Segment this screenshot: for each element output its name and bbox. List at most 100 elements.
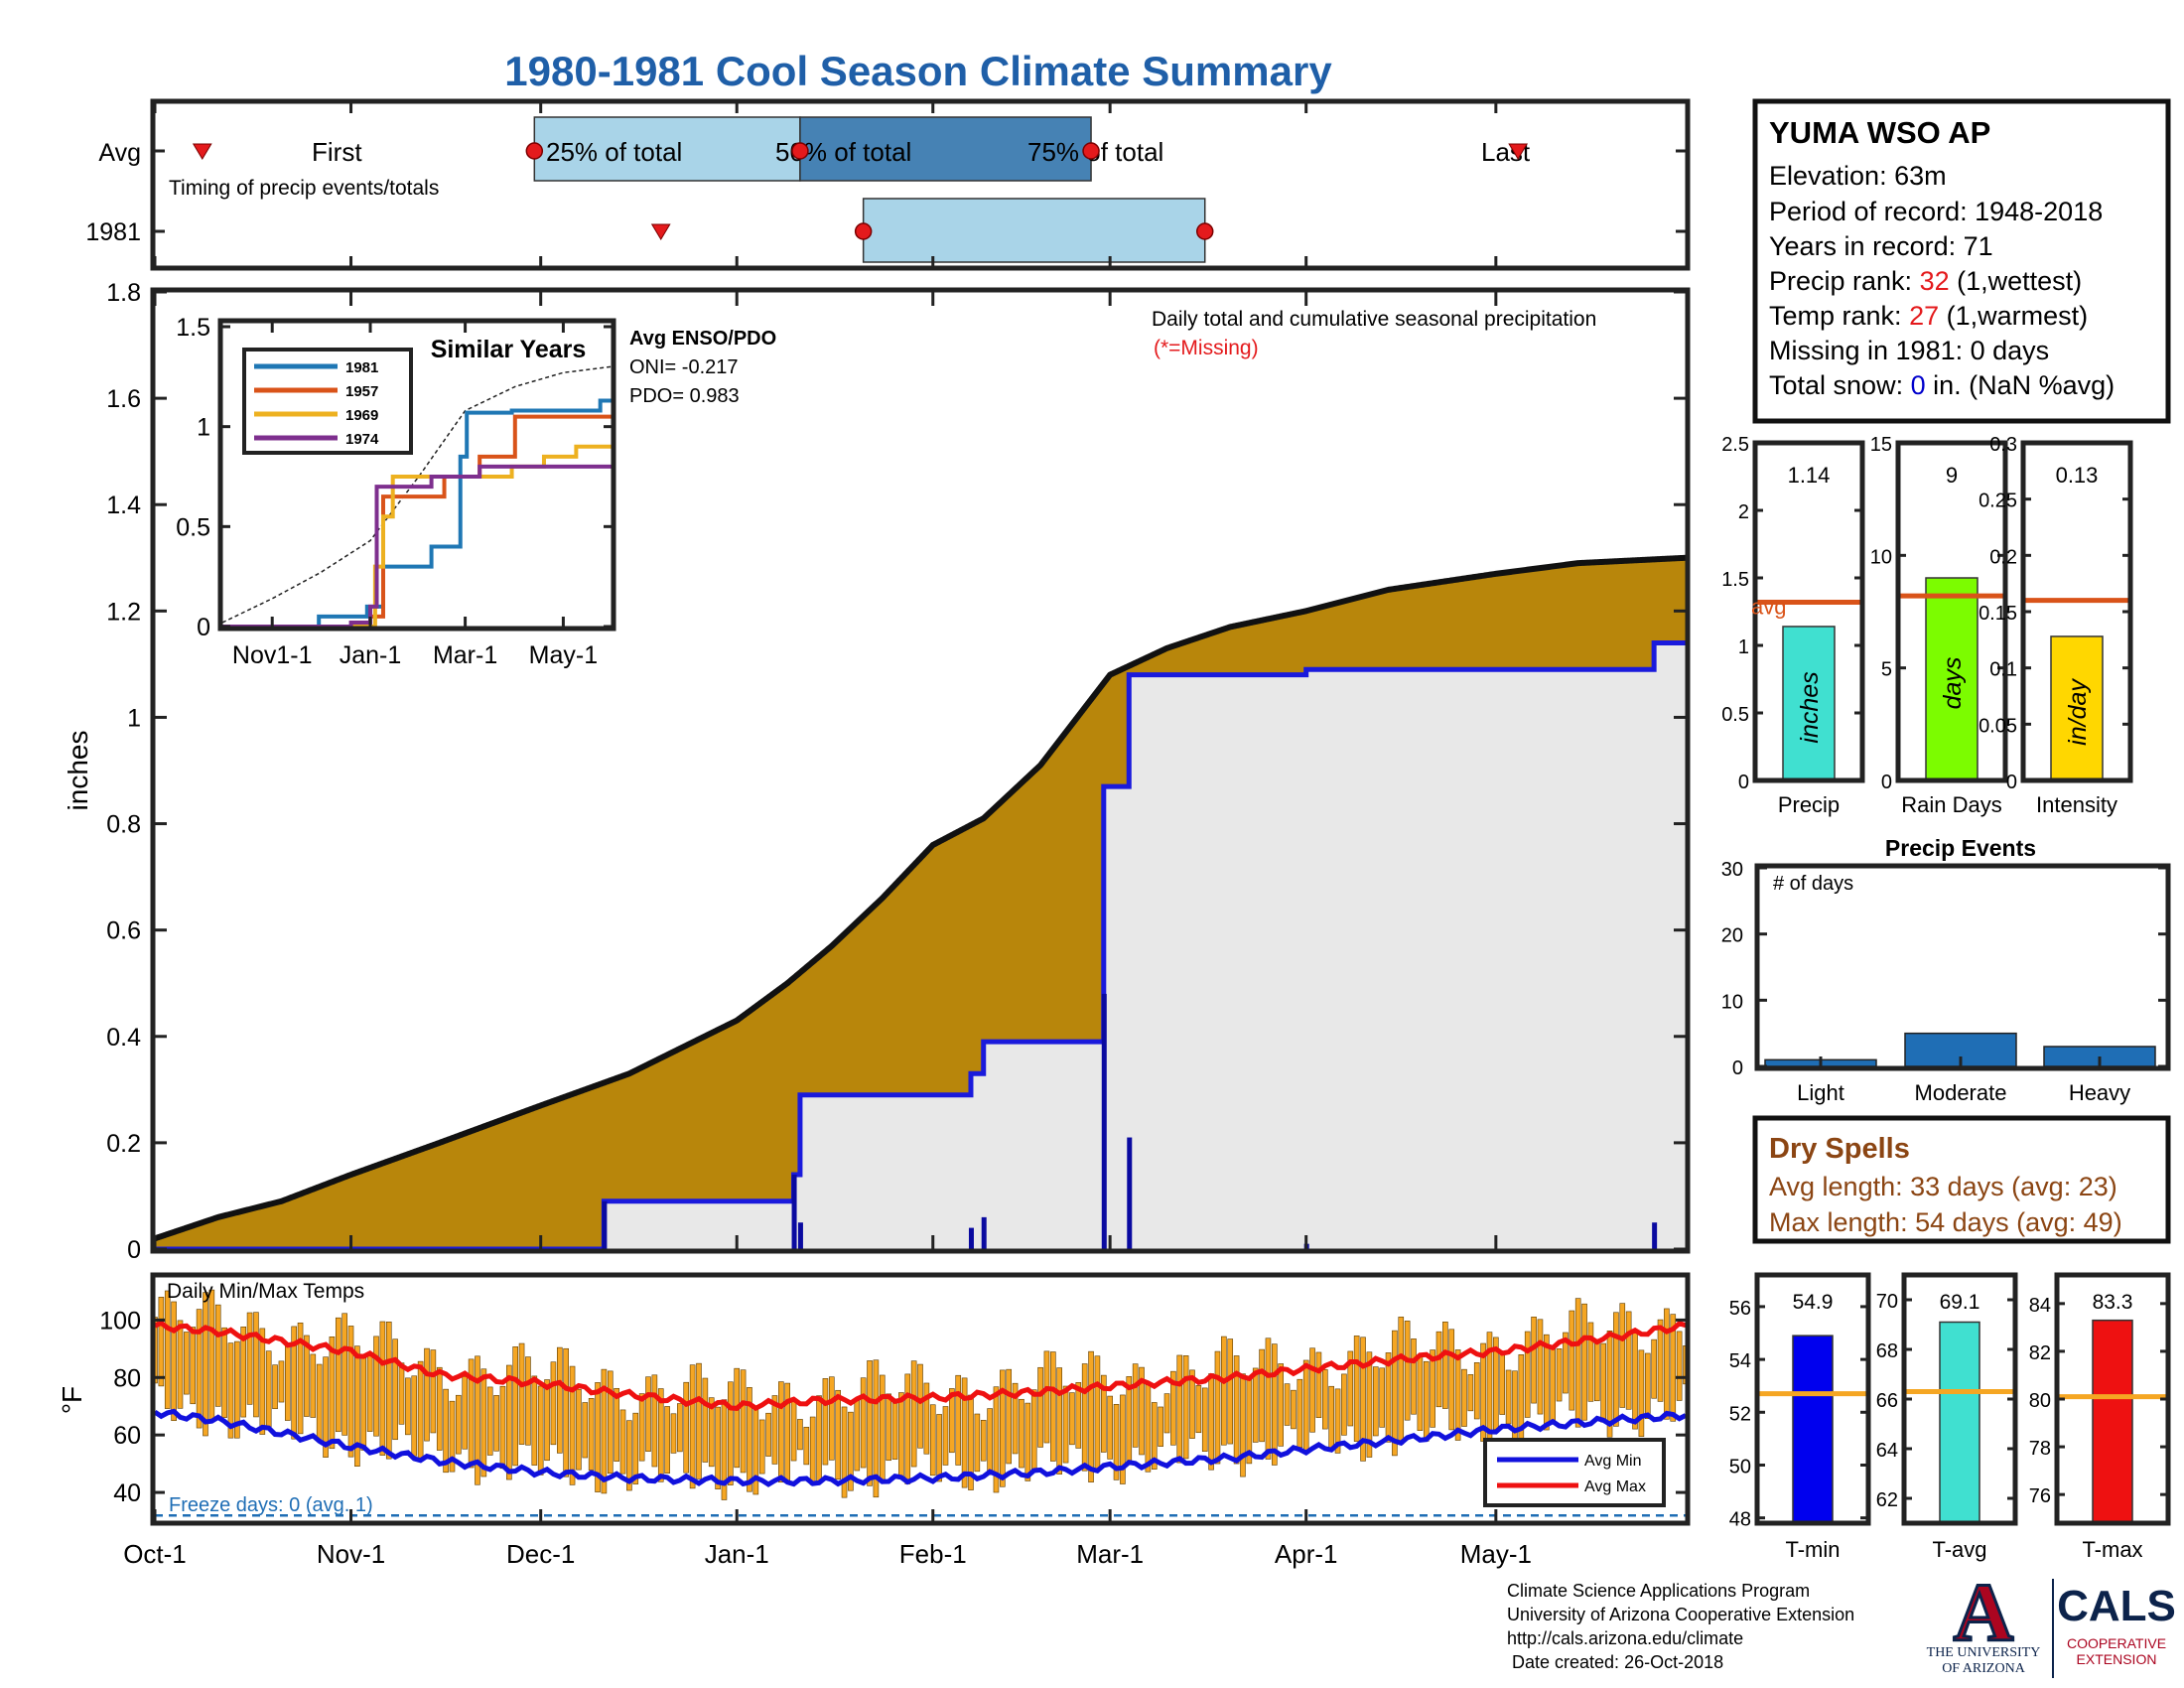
daily-temp-range-bar: [1372, 1366, 1379, 1437]
daily-temp-range-bar: [683, 1381, 690, 1474]
event-category-label: Moderate: [1915, 1080, 2007, 1105]
temp-ytick-label: 100: [99, 1307, 141, 1335]
timing-avg-label: Avg: [98, 139, 141, 167]
summary-value-label: 0.13: [2056, 463, 2099, 488]
daily-temp-range-bar: [1411, 1338, 1417, 1415]
daily-temp-range-bar: [1037, 1366, 1043, 1448]
university-of-arizona-logo: A THE UNIVERSITY OF ARIZONA CALS COOPERA…: [1927, 1566, 2176, 1678]
daily-temp-range-bar: [310, 1353, 317, 1418]
daily-temp-range-bar: [1366, 1351, 1373, 1458]
dry-spells-max: Max length: 54 days (avg: 49): [1769, 1207, 2122, 1237]
station-missing: Missing in 1981: 0 days: [1769, 336, 2049, 365]
timing-last-label: Last: [1481, 137, 1531, 167]
inset-legend-label-1969: 1969: [345, 407, 378, 424]
temp-panel-ytick-label: 80: [2029, 1390, 2051, 1412]
temp-panel-ytick-label: 62: [1876, 1489, 1898, 1511]
daily-temp-range-bar: [1075, 1382, 1082, 1449]
daily-temp-range-bar: [1309, 1347, 1315, 1433]
temp-summary-bar: [1792, 1335, 1834, 1524]
daily-temp-range-bar: [1315, 1351, 1322, 1419]
daily-temp-range-bar: [304, 1335, 310, 1417]
daily-temp-range-bar: [449, 1400, 456, 1473]
daily-temp-range-bar: [323, 1356, 329, 1458]
daily-temp-range-bar: [771, 1395, 778, 1465]
summary-unit-label: inches: [1796, 671, 1824, 743]
daily-temp-range-bar: [1069, 1392, 1075, 1446]
timing-year-q25-marker: [854, 222, 873, 240]
daily-temp-range-bar: [221, 1327, 227, 1418]
temp-value-label: 83.3: [2093, 1291, 2133, 1314]
logo-text-arizona: OF ARIZONA: [1942, 1661, 2026, 1676]
daily-temp-range-bar: [917, 1363, 923, 1449]
cals-sub-extension: EXTENSION: [2077, 1651, 2157, 1667]
daily-temp-range-bar: [765, 1412, 771, 1457]
timing-avg-q25-marker: [525, 142, 544, 160]
daily-temp-range-bar: [803, 1426, 810, 1466]
summary-bar: [1925, 577, 1979, 781]
footer: Climate Science Applications Program Uni…: [1507, 1566, 2176, 1678]
inset-series-1981: [222, 398, 612, 629]
daily-temp-range-bar: [1379, 1367, 1385, 1428]
daily-temp-range-bar: [1454, 1349, 1461, 1441]
daily-temp-range-bar: [493, 1395, 499, 1452]
daily-temp-range-bar: [910, 1360, 917, 1468]
summary-panel-frame: [1752, 440, 1865, 783]
daily-temp-range-bar: [1214, 1350, 1221, 1465]
summary-ytick-label: 0.25: [1979, 491, 2017, 512]
event-category-label: Heavy: [2069, 1080, 2130, 1105]
station-years: Years in record: 71: [1769, 231, 1993, 261]
timing-year-box: [862, 198, 1206, 263]
daily-temp-range-bar: [177, 1320, 184, 1409]
temp-panel-ytick-label: 84: [2029, 1295, 2051, 1317]
timing-avg-box-upper: [799, 116, 1092, 182]
daily-temp-range-bar: [1278, 1363, 1284, 1447]
daily-temp-range-bar: [1195, 1385, 1202, 1434]
summary-ytick-label: 0.5: [1721, 704, 1749, 726]
daily-temp-range-bar: [1644, 1352, 1651, 1420]
temp-x-label: T-avg: [1932, 1537, 1986, 1562]
daily-temp-range-bar: [462, 1376, 469, 1450]
daily-temp-range-bar: [366, 1352, 373, 1432]
temp-x-label: T-min: [1786, 1537, 1841, 1562]
daily-temp-range-bar: [601, 1368, 608, 1494]
daily-temp-range-bar: [1291, 1389, 1297, 1430]
daily-temp-range-bar: [822, 1378, 829, 1466]
daily-temp-range-bar: [335, 1317, 341, 1433]
daily-temp-range-bar: [360, 1357, 367, 1451]
daily-temp-range-bar: [1537, 1319, 1544, 1415]
legend-avg-min-label: Avg Min: [1584, 1453, 1642, 1470]
cals-logo: CALS: [2057, 1582, 2176, 1630]
daily-temp-range-bar: [886, 1393, 891, 1462]
year-cumulative-area: [155, 642, 1686, 1249]
event-ytick-label: 10: [1721, 991, 1743, 1013]
daily-temp-range-bar: [1341, 1373, 1347, 1436]
daily-temp-range-bar: [873, 1359, 880, 1498]
daily-temp-range-bar: [297, 1322, 304, 1435]
summary-ytick-label: 0: [1881, 772, 1892, 793]
inset-series-1974: [222, 464, 612, 629]
temp-ytick-label: 60: [113, 1422, 141, 1450]
daily-temp-range-bar: [595, 1382, 601, 1492]
temp-summary-bar: [2092, 1319, 2133, 1524]
daily-temp-range-bar: [638, 1393, 645, 1462]
main-ytick-label: 0.8: [106, 811, 141, 839]
page-title: 1980-1981 Cool Season Climate Summary: [504, 48, 1332, 94]
month-label: Oct-1: [123, 1539, 187, 1569]
daily-temp-range-bar: [278, 1360, 285, 1403]
inset-title: Similar Years: [431, 336, 587, 363]
daily-temp-range-bar: [417, 1360, 424, 1459]
daily-precip-bar: [1127, 1137, 1133, 1249]
daily-temp-range-bar: [1176, 1354, 1183, 1464]
daily-temp-range-bar: [841, 1406, 848, 1498]
footer-url: http://cals.arizona.edu/climate: [1507, 1628, 1743, 1648]
daily-temp-range-bar: [1227, 1338, 1234, 1445]
daily-temp-range-bar: [405, 1377, 411, 1436]
daily-temp-range-bar: [569, 1365, 576, 1485]
daily-temp-range-bar: [1189, 1369, 1195, 1439]
daily-temp-range-bar: [867, 1360, 873, 1486]
daily-temp-range-bar: [468, 1358, 475, 1469]
summary-ytick-label: 0.05: [1979, 715, 2017, 737]
timing-first-label: First: [312, 137, 362, 167]
summary-bar-panels: 1.14 inches Precip 0 0.5 1 1.5 2 2.5 avg 9 days Rain…: [1721, 434, 2133, 817]
